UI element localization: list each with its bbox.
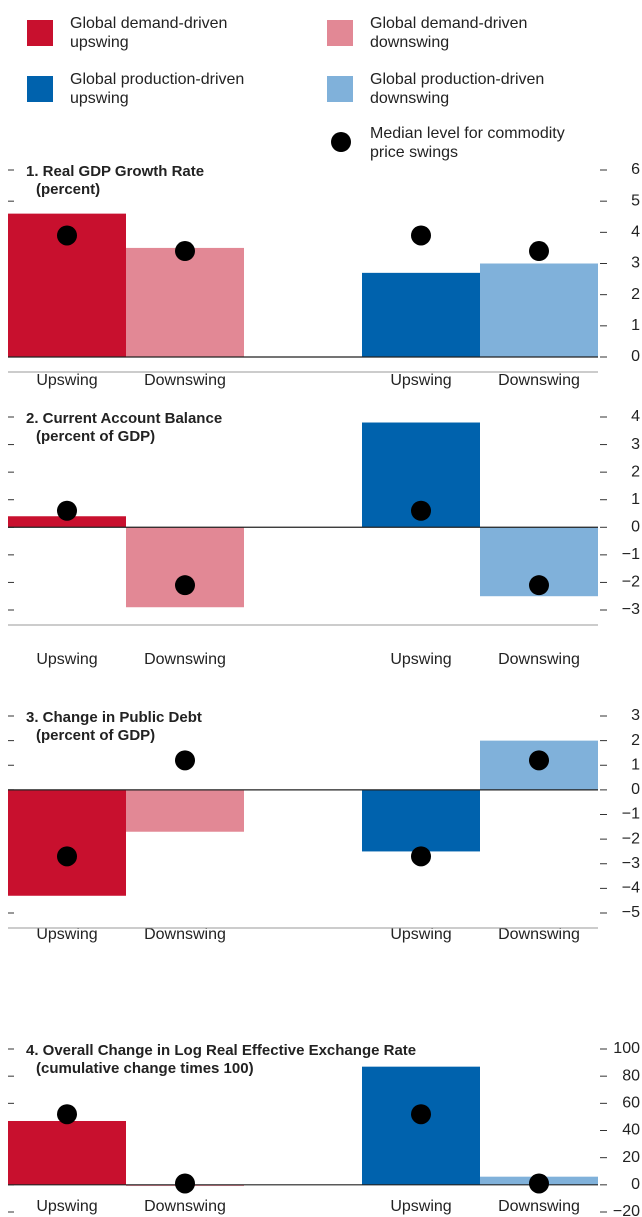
- median-dot: [175, 1173, 195, 1194]
- panel: −20 0 20 40 60 80 100 Upswing Downswing Upswing Do…: [8, 1040, 640, 1217]
- x-tick-label: Upswing: [36, 651, 97, 668]
- x-tick-label: Downswing: [144, 1198, 226, 1215]
- x-tick-label: Upswing: [390, 372, 451, 389]
- y-tick-label: 4: [631, 408, 640, 425]
- legend-label: Median level for commodity price swings: [370, 125, 565, 161]
- legend: Global demand-driven upswing Global deman…: [0, 0, 642, 170]
- median-dot: [57, 1104, 77, 1125]
- median-dot: [175, 575, 195, 596]
- legend-swatch: [27, 20, 53, 46]
- y-tick-label: 3: [631, 707, 640, 724]
- y-tick-label: 2: [631, 463, 640, 480]
- median-dot: [411, 1104, 431, 1125]
- panel-title: 4. Overall Change in Log Real Effective …: [26, 1042, 416, 1059]
- median-dot: [57, 225, 77, 246]
- x-tick-label: Downswing: [498, 372, 580, 389]
- y-tick-label: 20: [622, 1149, 640, 1166]
- y-tick-label: 3: [631, 255, 640, 272]
- legend-label: Global demand-driven upswing: [70, 15, 228, 51]
- legend-label: Global demand-driven downswing: [370, 15, 528, 51]
- panel: 0 1 2 3 4 5 6 Upswing Downswing Upswing Downswing 1…: [8, 161, 640, 389]
- x-tick-label: Upswing: [36, 372, 97, 389]
- x-tick-label: Downswing: [498, 1198, 580, 1215]
- x-tick-label: Downswing: [498, 926, 580, 943]
- legend-label: Global production-driven upswing: [70, 71, 245, 107]
- x-tick-label: Upswing: [36, 926, 97, 943]
- y-tick-label: −5: [622, 904, 640, 921]
- y-tick-label: 80: [622, 1067, 640, 1084]
- bar: [8, 1120, 126, 1185]
- panel-subtitle: (percent of GDP): [36, 428, 155, 445]
- y-tick-label: 60: [622, 1095, 640, 1112]
- y-tick-label: −1: [622, 806, 640, 823]
- legend-swatch: [27, 76, 53, 102]
- median-dot: [411, 500, 431, 521]
- panel-subtitle: (percent): [36, 181, 100, 198]
- y-tick-label: −4: [622, 880, 640, 897]
- y-tick-label: 6: [631, 161, 640, 178]
- panel: −3 −2 −1 0 1 2 3 4 Upswing Downswing Upswing Downsw…: [8, 408, 640, 668]
- y-tick-label: 0: [631, 348, 640, 365]
- x-tick-label: Upswing: [36, 1198, 97, 1215]
- x-tick-label: Downswing: [144, 926, 226, 943]
- y-tick-label: 5: [631, 192, 640, 209]
- panel: −5 −4 −3 −2 −1 0 1 2 3 Upswing Downswing Upswing Dow…: [8, 707, 640, 943]
- legend-swatch: [331, 132, 351, 152]
- median-dot: [529, 1173, 549, 1194]
- bar: [480, 263, 598, 357]
- legend-label: Global production-driven downswing: [370, 71, 545, 107]
- y-tick-label: 1: [631, 756, 640, 773]
- bar: [362, 1066, 480, 1185]
- bar: [8, 789, 126, 896]
- panel-title: 1. Real GDP Growth Rate: [26, 163, 204, 180]
- y-tick-label: 0: [631, 781, 640, 798]
- median-dot: [57, 846, 77, 867]
- panel-title: 2. Current Account Balance: [26, 410, 222, 427]
- x-tick-label: Downswing: [144, 372, 226, 389]
- y-tick-label: −3: [622, 855, 640, 872]
- y-tick-label: 1: [631, 491, 640, 508]
- panel-title: 3. Change in Public Debt: [26, 709, 202, 726]
- panel-subtitle: (cumulative change times 100): [36, 1060, 254, 1077]
- panel-subtitle: (percent of GDP): [36, 727, 155, 744]
- bar: [126, 527, 244, 608]
- median-dot: [529, 575, 549, 596]
- median-dot: [175, 241, 195, 262]
- bar: [8, 516, 126, 528]
- bar: [126, 247, 244, 357]
- x-tick-label: Upswing: [390, 1198, 451, 1215]
- legend-swatch: [327, 20, 353, 46]
- median-dot: [411, 225, 431, 246]
- median-dot: [411, 846, 431, 867]
- median-dot: [529, 241, 549, 262]
- y-tick-label: 100: [613, 1040, 640, 1057]
- y-tick-label: 2: [631, 732, 640, 749]
- bar: [362, 789, 480, 852]
- y-tick-label: −20: [613, 1203, 640, 1217]
- y-tick-label: 0: [631, 1176, 640, 1193]
- median-dot: [57, 500, 77, 521]
- legend-swatch: [327, 76, 353, 102]
- y-tick-label: 3: [631, 436, 640, 453]
- y-tick-label: −3: [622, 601, 640, 618]
- y-tick-label: 0: [631, 519, 640, 536]
- y-tick-label: −2: [622, 574, 640, 591]
- median-dot: [529, 750, 549, 771]
- y-tick-label: −1: [622, 546, 640, 563]
- x-tick-label: Downswing: [498, 651, 580, 668]
- bar: [362, 272, 480, 357]
- y-tick-label: 4: [631, 224, 640, 241]
- y-tick-label: −2: [622, 830, 640, 847]
- bar: [126, 789, 244, 832]
- x-tick-label: Downswing: [144, 651, 226, 668]
- median-dot: [175, 750, 195, 771]
- x-tick-label: Upswing: [390, 926, 451, 943]
- y-tick-label: 2: [631, 286, 640, 303]
- y-tick-label: 1: [631, 317, 640, 334]
- x-tick-label: Upswing: [390, 651, 451, 668]
- y-tick-label: 40: [622, 1122, 640, 1139]
